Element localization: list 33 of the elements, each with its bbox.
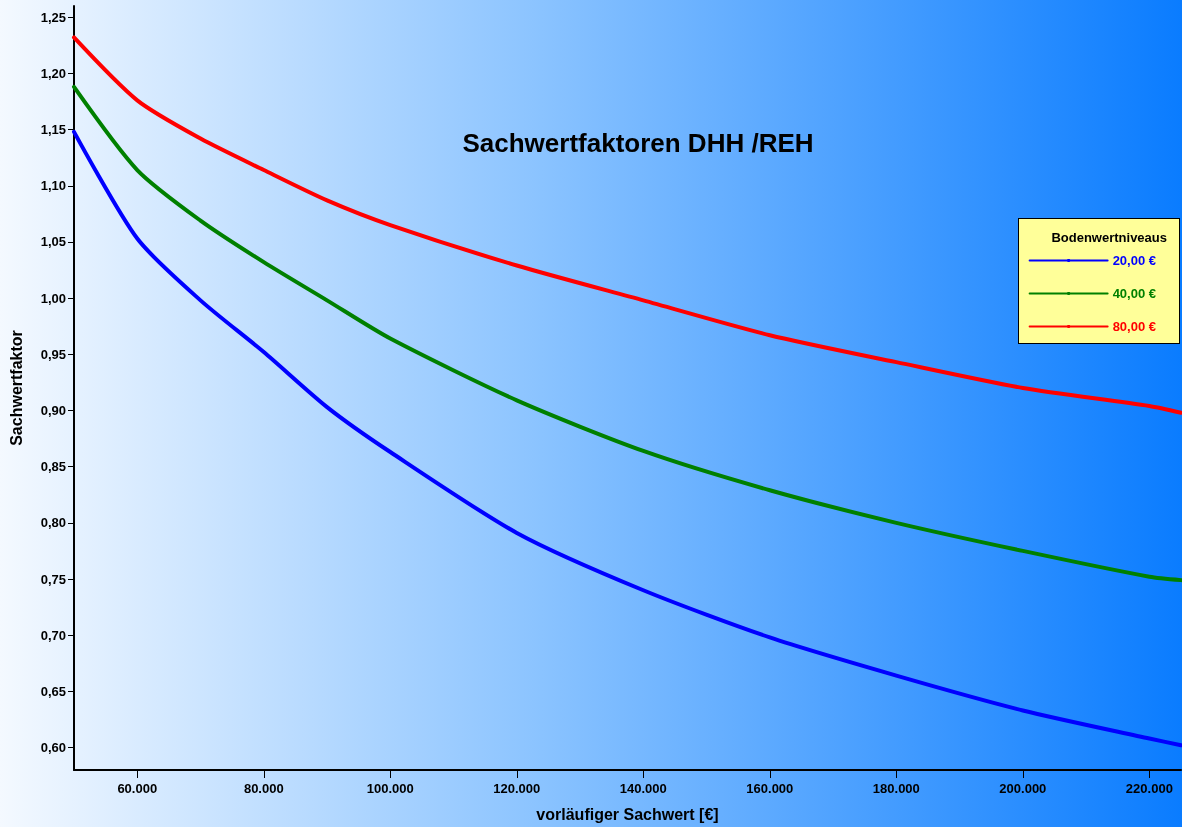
text: 20,00 €: [1112, 253, 1156, 268]
y-axis-title: Sachwertfaktor: [7, 330, 25, 446]
y-tick-label: 1,15: [40, 122, 66, 138]
x-tick-label: 60.000: [117, 781, 158, 796]
y-tick-label: 1,00: [40, 290, 66, 306]
y-tick-label: 0,75: [40, 571, 66, 587]
x-tick-label: 160.000: [746, 781, 794, 796]
x-tick-label: 120.000: [493, 781, 541, 796]
y-tick-label: 0,60: [40, 740, 66, 756]
y-tick-label: 0,90: [40, 402, 66, 418]
y-tick-label: 1,05: [40, 234, 66, 250]
y-tick-label: 1,20: [40, 65, 66, 81]
y-tick-label: 0,80: [40, 515, 66, 531]
y-tick-label: 0,95: [40, 346, 66, 362]
text: 80,00 €: [1112, 319, 1156, 334]
text: 40,00 €: [1112, 286, 1156, 301]
line-series: [72, 84, 1182, 583]
x-tick-label: 220.000: [1125, 781, 1173, 796]
line-series: [72, 35, 1182, 415]
x-tick-label: 180.000: [872, 781, 920, 796]
x-tick-label: 140.000: [619, 781, 667, 796]
x-tick-label: 200.000: [999, 781, 1047, 796]
x-tick-label: 100.000: [366, 781, 414, 796]
x-tick-label: 80.000: [243, 781, 284, 796]
y-tick-label: 1,10: [40, 178, 66, 194]
legend-title: Bodenwertniveaus: [1051, 230, 1168, 245]
text: Sachwertfaktoren DHH /REH: [462, 128, 814, 158]
line-series: [72, 129, 1182, 748]
y-tick-label: 1,25: [40, 9, 66, 25]
y-tick-label: 0,70: [40, 627, 66, 643]
x-axis-title: vorläufiger Sachwert [€]: [536, 805, 719, 823]
y-tick-label: 0,65: [40, 683, 66, 699]
y-tick-label: 0,85: [40, 459, 66, 475]
